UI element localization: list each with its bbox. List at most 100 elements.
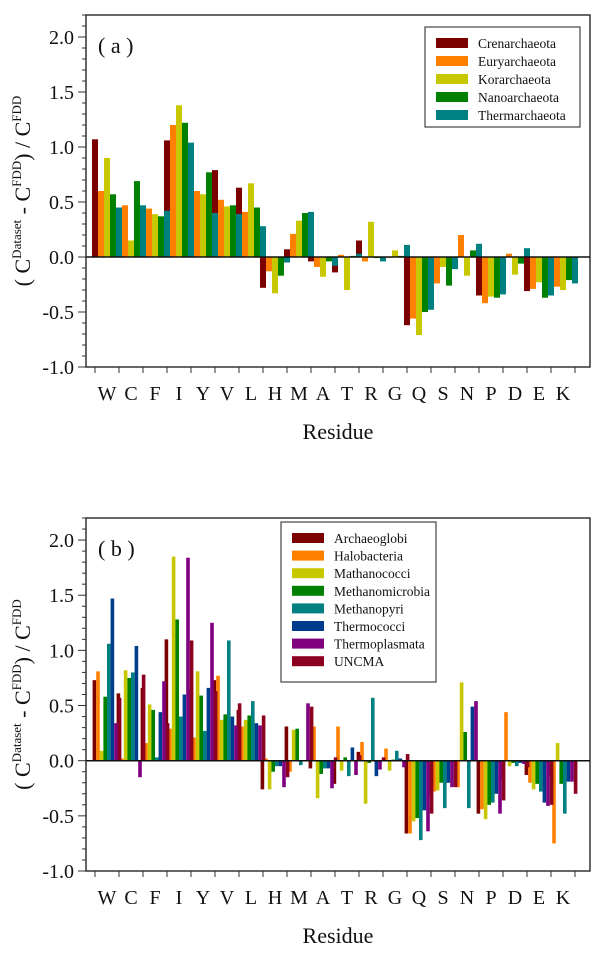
y-tick-label: -1.0	[42, 861, 74, 883]
bar	[261, 715, 266, 761]
bar	[416, 257, 422, 336]
bar	[290, 233, 296, 257]
x-tick-label: H	[268, 887, 282, 909]
bar	[258, 725, 262, 761]
y-tick-label: 0.5	[49, 192, 74, 214]
bar	[559, 760, 563, 784]
bar	[404, 257, 410, 326]
bar	[171, 556, 176, 761]
x-tick-label: F	[149, 383, 160, 405]
bar	[284, 249, 290, 257]
bar	[572, 257, 578, 284]
x-tick-label: S	[437, 887, 448, 909]
bar	[92, 680, 97, 761]
x-tick-label: T	[341, 383, 353, 405]
y-tick-label: 0.5	[49, 696, 74, 718]
x-tick-label: R	[364, 383, 378, 405]
bar	[398, 758, 403, 761]
bar	[384, 748, 388, 761]
bar	[524, 760, 529, 776]
bar	[175, 619, 179, 761]
bar	[247, 715, 251, 761]
bar	[440, 257, 446, 267]
bar	[284, 726, 289, 761]
x-tick-label: K	[556, 383, 571, 405]
x-tick-label: W	[98, 383, 117, 405]
bar	[243, 719, 248, 761]
y-tick-label: -0.5	[42, 302, 74, 324]
bar	[248, 183, 254, 257]
bar	[518, 257, 524, 264]
x-tick-label: C	[124, 887, 137, 909]
y-tick-label: 2.0	[49, 530, 74, 552]
bar	[295, 728, 299, 761]
bar	[182, 122, 188, 257]
y-tick-label: 0.0	[49, 247, 74, 269]
bar	[482, 257, 488, 304]
bar	[288, 760, 292, 772]
bar	[404, 760, 409, 834]
bar	[522, 760, 526, 764]
bar	[434, 257, 440, 284]
bar	[411, 760, 416, 822]
bar	[179, 716, 183, 761]
bar	[435, 760, 440, 791]
bar	[260, 226, 266, 257]
bar	[278, 760, 283, 767]
x-tick-label: S	[437, 383, 448, 405]
bar	[165, 723, 170, 761]
bar	[330, 760, 334, 789]
bar	[195, 671, 200, 761]
bar	[536, 257, 542, 283]
bar	[560, 257, 566, 290]
legend-swatch	[436, 110, 468, 120]
legend-label: Mathanococci	[334, 566, 411, 581]
bar	[242, 211, 248, 257]
bar	[308, 760, 313, 769]
y-tick-label: 0.0	[49, 751, 74, 773]
x-tick-label: M	[290, 383, 308, 405]
bar	[515, 760, 519, 767]
bar	[363, 760, 368, 804]
bar	[512, 257, 518, 275]
bar	[103, 696, 107, 761]
bar	[266, 257, 272, 272]
bar	[570, 760, 574, 782]
bar	[422, 760, 427, 811]
bar	[360, 741, 364, 761]
y-tick-label: 1.5	[49, 585, 74, 607]
bar	[439, 760, 443, 783]
bar	[223, 714, 227, 761]
legend-label: Halobacteria	[334, 549, 403, 564]
bar	[213, 691, 218, 761]
bar	[452, 257, 458, 270]
bar	[164, 210, 170, 257]
bar	[476, 243, 482, 257]
bar	[333, 757, 338, 761]
bar	[542, 760, 547, 803]
x-tick-label: A	[316, 887, 331, 909]
bar	[458, 235, 464, 257]
bar	[309, 706, 314, 761]
bar	[254, 723, 259, 761]
bar	[357, 755, 362, 761]
bar	[182, 694, 187, 761]
bar	[347, 760, 351, 777]
bar	[152, 214, 158, 257]
bar	[483, 760, 488, 820]
bar	[168, 728, 172, 761]
legend-swatch	[292, 550, 324, 561]
bar	[542, 257, 548, 298]
bar	[422, 257, 428, 312]
bar	[344, 257, 350, 290]
bar	[188, 142, 194, 257]
y-tick-label: -1.0	[42, 357, 74, 379]
x-tick-label: E	[533, 887, 545, 909]
x-axis-label: Residue	[303, 923, 374, 948]
bar	[566, 760, 571, 782]
bar	[354, 760, 358, 776]
legend-label: Methanomicrobia	[334, 584, 430, 599]
bar	[494, 760, 499, 794]
bar	[563, 760, 567, 814]
bar	[476, 257, 482, 296]
